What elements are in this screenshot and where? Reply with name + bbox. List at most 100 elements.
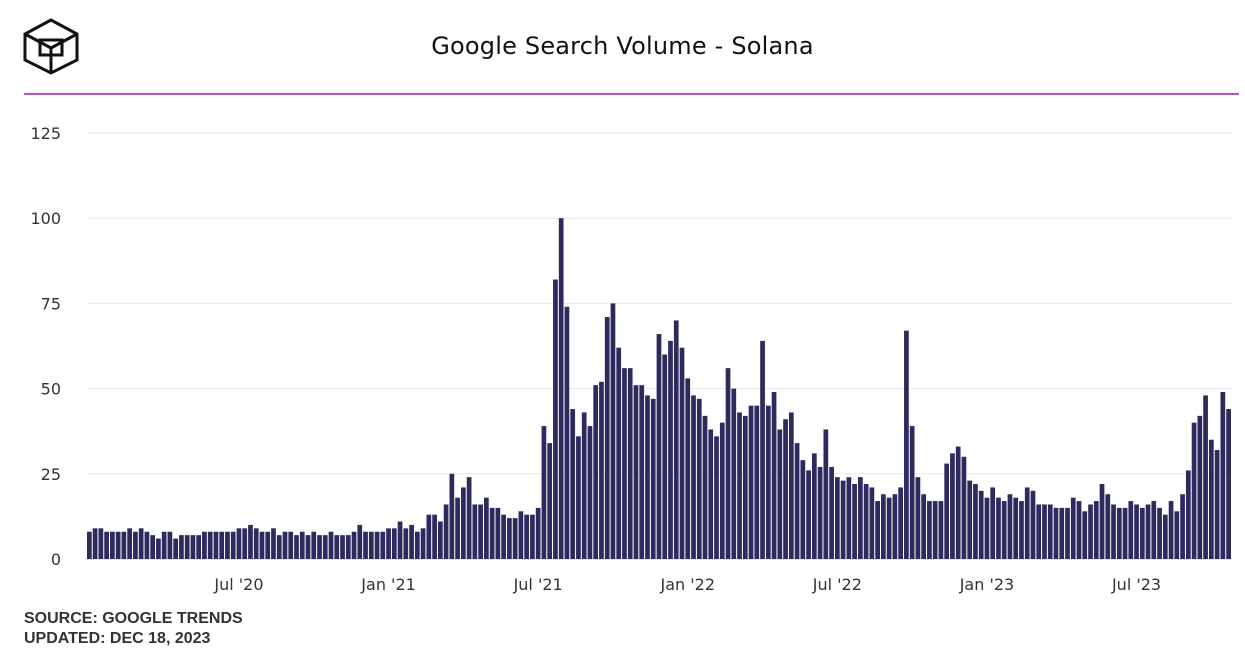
bar [656,334,662,559]
bar [863,484,869,559]
bar [1076,501,1082,559]
bar-series [87,218,1231,559]
bar [530,514,535,559]
chart-title: Google Search Volume - Solana [431,32,814,60]
bar [1070,497,1076,559]
bar [788,412,794,559]
bar [1122,507,1128,559]
bar [489,507,495,559]
bar [409,524,414,559]
bar [1059,507,1065,559]
bar [599,381,604,559]
bar [414,531,420,559]
bar [1185,470,1191,559]
bar [127,528,132,559]
bar [794,443,800,559]
bar [219,531,225,559]
bar [472,504,478,559]
bar [1013,497,1019,559]
bar [1162,514,1168,559]
bar [927,501,932,559]
bar [397,521,403,559]
x-tick-label: Jul '21 [513,575,563,594]
bar [259,531,265,559]
bar [288,531,294,559]
bar [1024,487,1030,559]
bar [322,535,328,559]
bar [869,487,875,559]
bar [460,487,466,559]
bar [1168,501,1174,559]
bar [909,426,915,559]
bar [271,528,276,559]
bar [133,531,138,559]
bar [558,218,564,559]
bar [938,501,944,559]
y-tick-label: 100 [30,209,61,228]
bar [1042,504,1047,559]
bar [138,528,144,559]
bar [230,531,236,559]
bar [484,497,489,559]
bar [374,531,380,559]
bar [881,494,886,559]
bar [282,531,288,559]
bar [955,446,961,559]
y-tick-label: 75 [41,294,61,313]
bar [840,480,846,559]
bar [179,535,184,559]
bar [455,497,460,559]
bar [196,535,202,559]
source-note: SOURCE: GOOGLE TRENDS [24,610,243,627]
bar [725,368,731,559]
bar [990,487,996,559]
bar [719,422,725,559]
bar [645,395,650,559]
bar [771,392,777,559]
bar [466,477,472,559]
y-tick-label: 25 [41,465,61,484]
bar [351,531,357,559]
y-axis-ticks: 0 25 50 75 100 125 [30,124,61,569]
bar [1116,507,1122,559]
bar [1191,422,1197,559]
bar [190,535,196,559]
bar [570,409,576,559]
bar [98,528,104,559]
bar [1139,507,1145,559]
bar [685,378,691,559]
bar [380,531,386,559]
bar [265,531,271,559]
bar [765,405,771,559]
bar [1082,511,1088,559]
bar [104,531,109,559]
bar [121,531,127,559]
bar [334,535,340,559]
bar [673,320,679,559]
header: Google Search Volume - Solana [0,0,1245,94]
bar [299,531,305,559]
bar [708,429,714,559]
bar [1053,507,1059,559]
bar [846,477,852,559]
bar [748,405,754,559]
bar [253,528,259,559]
bar [305,535,311,559]
bar [696,398,702,559]
bar [115,531,121,559]
bar [1151,501,1157,559]
bar [311,531,317,559]
bar [581,412,587,559]
bar [368,531,374,559]
bar [662,354,668,559]
bar [449,473,455,559]
bar [391,528,397,559]
bar [144,531,150,559]
bar [294,535,299,559]
bar [691,395,696,559]
bar [1197,415,1203,559]
x-axis-ticks: Jul '20 Jan '21 Jul '21 Jan '22 Jul '22 Jan '… [213,575,1161,594]
bar [426,514,432,559]
bar [87,531,92,559]
x-tick-label: Jul '22 [812,575,862,594]
